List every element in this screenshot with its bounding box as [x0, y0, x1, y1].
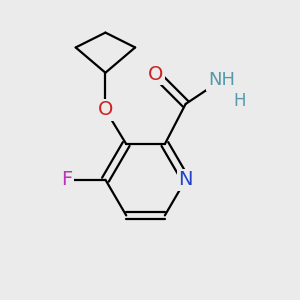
Text: H: H	[233, 92, 245, 110]
Text: N: N	[178, 170, 193, 189]
Text: O: O	[148, 65, 164, 84]
Text: NH: NH	[208, 71, 235, 89]
Text: O: O	[98, 100, 113, 119]
Text: F: F	[61, 170, 72, 189]
